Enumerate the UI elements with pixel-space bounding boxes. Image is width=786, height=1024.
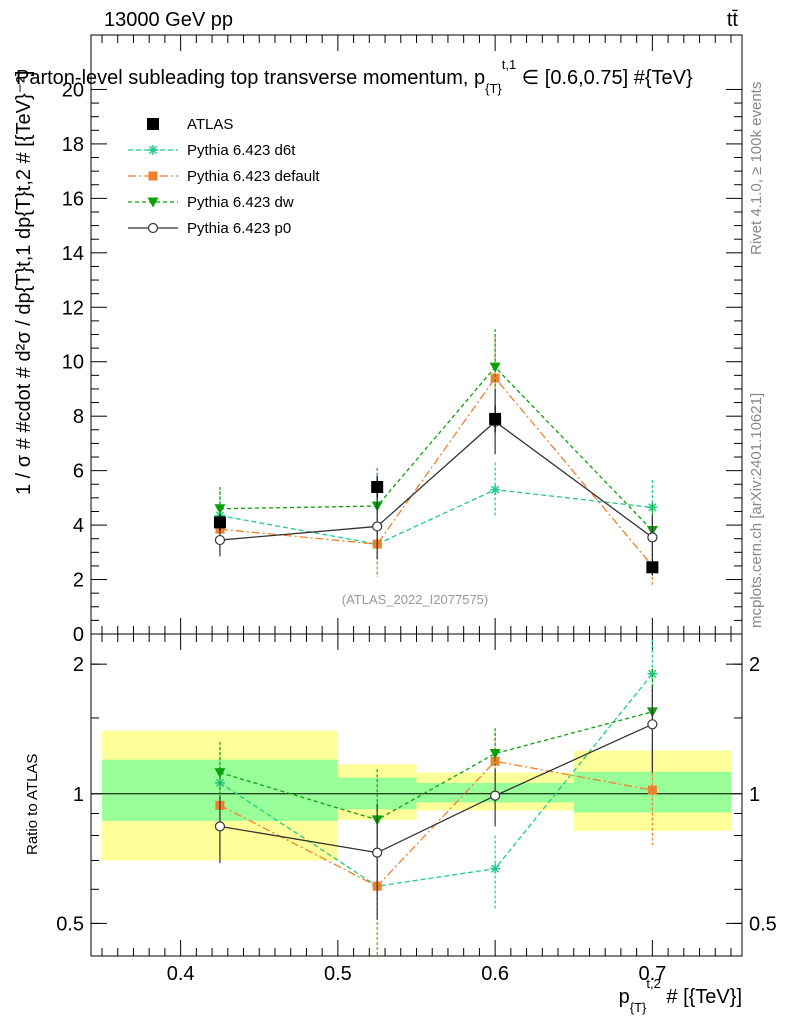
series-line-p0	[219, 420, 653, 541]
ratio-y-tick-label-right: 2	[749, 654, 760, 676]
data-point-p0	[214, 534, 226, 546]
x-tick-label: 0.5	[324, 963, 352, 985]
x-tick-label: 0.4	[167, 963, 195, 985]
ratio-line-dw	[219, 711, 653, 821]
ratio-y-tick-label-right: 1	[749, 784, 760, 806]
process-label: tt̄	[727, 9, 739, 31]
data-point-dw	[489, 362, 501, 373]
plot-title: Parton-level subleading top transverse m…	[16, 57, 693, 96]
legend-label-p0: Pythia 6.423 p0	[187, 220, 291, 237]
data-point-atlas	[371, 480, 384, 493]
mcplots-label: mcplots.cern.ch [arXiv:2401.10621]	[748, 393, 765, 628]
ratio-line-p0	[219, 723, 653, 854]
main-y-tick-label: 8	[73, 406, 84, 428]
ratio-point-p0	[647, 719, 658, 730]
main-y-tick-label: 12	[62, 297, 84, 319]
main-series-group	[213, 329, 659, 585]
ratio-point-default	[490, 756, 500, 766]
x-tick-label: 0.7	[638, 963, 666, 985]
ratio-y-tick-label: 1	[73, 784, 84, 806]
main-y-tick-label: 0	[73, 624, 84, 646]
ratio-point-dw	[489, 749, 501, 760]
main-y-tick-label: 14	[62, 243, 84, 265]
ratio-axis-ticks: 0.5 0.5 1 1 2 2 0.4 0.5 0.6 0.7	[56, 634, 777, 985]
legend-label-atlas: ATLAS	[187, 116, 233, 133]
main-y-tick-label: 18	[62, 134, 84, 156]
ratio-point-p0	[372, 847, 383, 858]
series-line-d6t	[219, 489, 653, 545]
data-point-p0	[372, 521, 383, 532]
data-point-p0	[647, 532, 658, 543]
data-point-d6t	[490, 484, 501, 495]
ratio-uncertainty-bands	[102, 730, 731, 861]
ratio-point-d6t	[490, 863, 501, 874]
main-y-tick-label: 4	[73, 515, 84, 537]
data-point-atlas	[489, 412, 502, 425]
series-atlas	[213, 405, 659, 576]
legend-label-d6t: Pythia 6.423 d6t	[187, 142, 296, 159]
data-point-dw	[214, 504, 226, 515]
data-point-default	[490, 373, 500, 383]
ratio-line-d6t	[219, 673, 653, 887]
ratio-point-dw	[214, 768, 226, 779]
legend-entry-atlas: ATLAS	[147, 116, 233, 133]
legend: ATLAS Pythia 6.423 d6t Pythia 6.423 defaul…	[128, 116, 320, 237]
main-y-tick-label: 20	[62, 79, 84, 101]
main-y-tick-label: 6	[73, 461, 84, 483]
series-default	[215, 337, 657, 585]
ratio-point-p0	[490, 790, 501, 801]
main-axis-ticks: 0 2 4 6 8 10 12 14 16 18 20	[62, 35, 742, 646]
legend-marker-atlas	[147, 118, 159, 130]
legend-label-default: Pythia 6.423 default	[187, 168, 320, 185]
legend-entry-dw: Pythia 6.423 dw	[128, 194, 294, 211]
series-dw	[214, 329, 658, 558]
legend-entry-default: Pythia 6.423 default	[128, 168, 320, 185]
legend-marker-p0	[147, 222, 159, 234]
legend-marker-d6t	[148, 145, 158, 155]
ratio-y-tick-label-right: 0.5	[749, 913, 777, 935]
series-d6t	[214, 462, 658, 577]
data-point-atlas	[213, 516, 226, 529]
ratio-point-default	[647, 785, 657, 795]
ratio-point-p0	[214, 821, 226, 832]
legend-label-dw: Pythia 6.423 dw	[187, 194, 294, 211]
legend-entry-p0: Pythia 6.423 p0	[128, 220, 291, 237]
main-y-tick-label: 2	[73, 570, 84, 592]
rivet-label: Rivet 4.1.0, ≥ 100k events	[748, 82, 765, 255]
ratio-y-tick-label: 0.5	[56, 913, 84, 935]
legend-marker-default	[148, 171, 158, 181]
series-p0	[214, 388, 658, 560]
ratio-y-tick-label: 2	[73, 654, 84, 676]
main-y-tick-label: 10	[62, 352, 84, 374]
main-y-tick-label: 16	[62, 188, 84, 210]
ratio-series-p0	[214, 685, 658, 920]
main-y-axis-label: 1 / σ # #cdot # d²σ / dp{T}t,1 dp{T}t,2 …	[13, 71, 35, 495]
x-axis-label: p{T}t,2 # [{TeV}]	[619, 976, 742, 1015]
ratio-y-axis-label: Ratio to ATLAS	[24, 754, 41, 855]
legend-entry-d6t: Pythia 6.423 d6t	[128, 142, 296, 159]
data-point-atlas	[646, 561, 659, 574]
series-line-dw	[219, 366, 653, 531]
x-tick-label: 0.6	[481, 963, 509, 985]
legend-marker-dw	[147, 197, 159, 208]
analysis-id: (ATLAS_2022_I2077575)	[342, 592, 488, 607]
energy-label: 13000 GeV pp	[104, 9, 233, 31]
series-line-default	[219, 377, 653, 567]
ratio-series-group	[214, 639, 658, 956]
